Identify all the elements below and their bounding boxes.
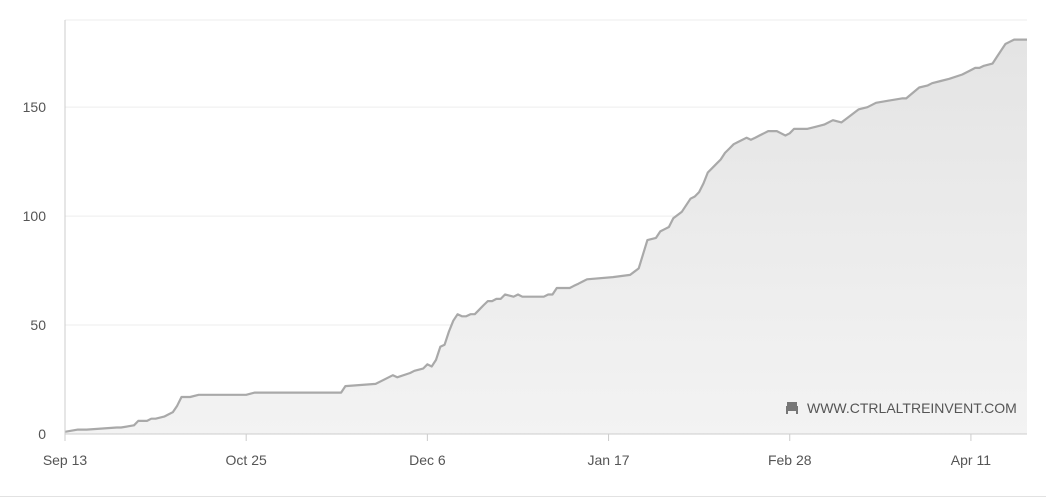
- area-series: [64, 38, 1027, 434]
- watermark: WWW.CTRLALTREINVENT.COM: [786, 400, 1017, 416]
- axes: [64, 20, 1027, 435]
- x-tick-label: Oct 25: [226, 452, 267, 468]
- x-tick-label: Dec 6: [409, 452, 446, 468]
- y-tick-label: 100: [23, 208, 47, 224]
- y-axis-tick-labels: 0 50 100 150: [23, 99, 47, 442]
- watermark-text: WWW.CTRLALTREINVENT.COM: [807, 400, 1017, 416]
- x-tick-label: Jan 17: [588, 452, 630, 468]
- x-tick-label: Apr 11: [951, 452, 991, 468]
- x-tick-label: Sep 13: [43, 452, 88, 468]
- x-axis-tick-labels: Sep 13 Oct 25 Dec 6 Jan 17 Feb 28 Apr 11: [43, 434, 991, 468]
- y-tick-label: 0: [38, 426, 46, 442]
- x-tick-label: Feb 28: [768, 452, 812, 468]
- area-fill: [65, 39, 1027, 434]
- y-tick-label: 150: [23, 99, 47, 115]
- series-line: [64, 38, 1027, 433]
- sofa-icon: [786, 402, 798, 414]
- y-tick-label: 50: [30, 317, 46, 333]
